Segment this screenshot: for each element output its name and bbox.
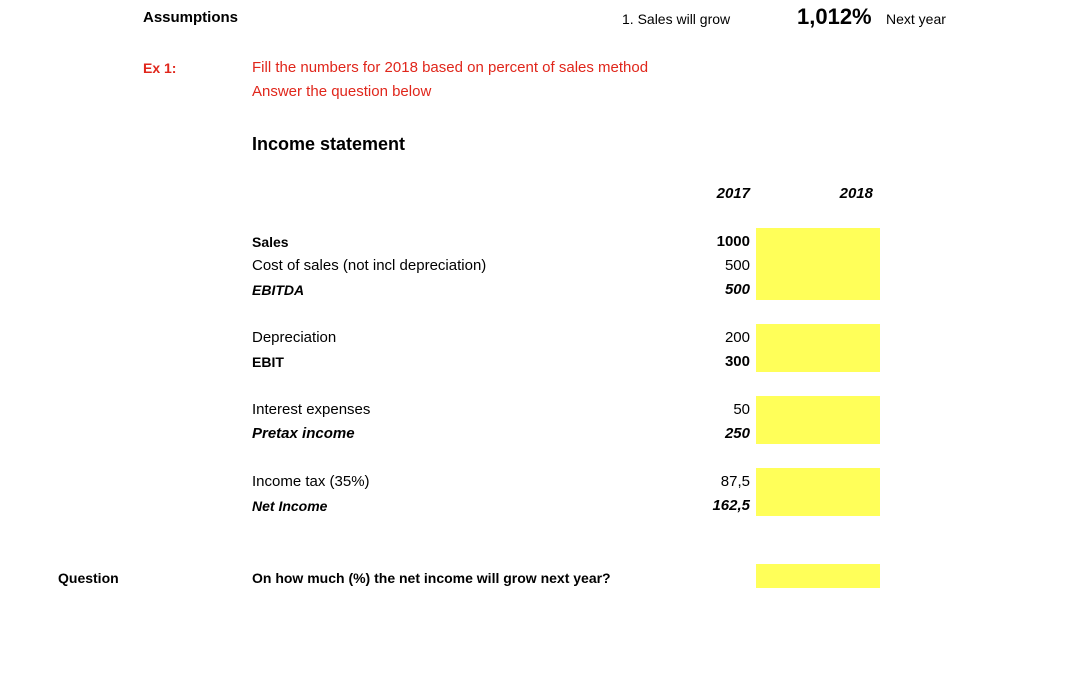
input-2018-depreciation-block[interactable] <box>756 324 880 372</box>
row-label-net-income: Net Income <box>252 498 328 514</box>
row-label-income-tax: Income tax (35%) <box>252 473 370 490</box>
answer-input-cell[interactable] <box>756 564 880 588</box>
growth-label: 1. Sales will grow <box>622 11 731 27</box>
income-statement-title: Income statement <box>252 134 406 154</box>
question-text: On how much (%) the net income will grow… <box>252 570 611 586</box>
instruction-line-2: Answer the question below <box>252 83 432 100</box>
input-2018-interest-block[interactable] <box>756 396 880 444</box>
value-2017-income-tax: 87,5 <box>720 473 750 490</box>
column-header-2017: 2017 <box>716 185 750 202</box>
input-2018-tax-block[interactable] <box>756 468 880 516</box>
value-2017-sales: 1000 <box>716 233 750 250</box>
row-label-ebitda: EBITDA <box>252 282 305 298</box>
value-2017-ebitda: 500 <box>724 281 750 298</box>
value-2017-pretax-income: 250 <box>724 425 750 442</box>
instruction-line-1: Fill the numbers for 2018 based on perce… <box>252 59 649 76</box>
growth-value: 1,012% <box>797 4 872 29</box>
value-2017-depreciation: 200 <box>724 329 750 346</box>
row-label-depreciation: Depreciation <box>252 329 337 346</box>
exercise-label: Ex 1: <box>143 60 177 76</box>
input-2018-sales-block[interactable] <box>756 228 880 300</box>
row-label-sales: Sales <box>252 234 289 250</box>
value-2017-net-income: 162,5 <box>712 497 750 514</box>
column-header-2018: 2018 <box>839 185 873 202</box>
row-label-ebit: EBIT <box>252 354 284 370</box>
row-label-interest: Interest expenses <box>252 401 371 418</box>
row-label-cost-of-sales: Cost of sales (not incl depreciation) <box>252 257 487 274</box>
value-2017-cost-of-sales: 500 <box>724 257 750 274</box>
row-label-pretax-income: Pretax income <box>252 425 355 442</box>
growth-suffix: Next year <box>886 11 946 27</box>
assumptions-label: Assumptions <box>143 9 239 26</box>
question-label: Question <box>58 570 119 586</box>
value-2017-interest: 50 <box>733 401 750 418</box>
value-2017-ebit: 300 <box>724 353 750 370</box>
